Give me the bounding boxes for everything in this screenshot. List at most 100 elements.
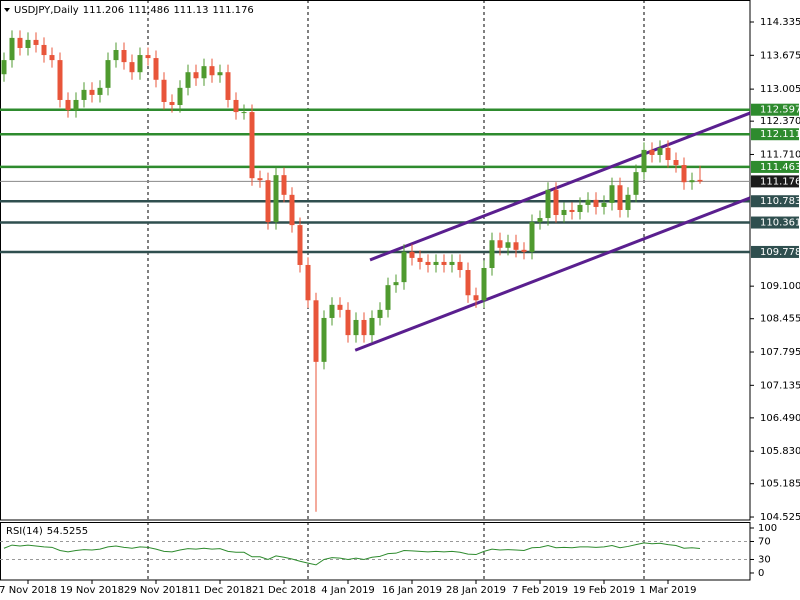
candle-body xyxy=(337,304,343,310)
y-tick-label: 105.185 xyxy=(760,479,800,490)
candle-body xyxy=(641,149,647,173)
candle-body xyxy=(17,37,23,48)
candle-body xyxy=(681,165,687,183)
candle-body xyxy=(585,199,591,205)
candle-body xyxy=(217,72,223,76)
candle-body xyxy=(297,225,303,265)
header: USDJPY,Daily 111.206 111.486 111.13 111.176 xyxy=(14,5,254,16)
main-panel xyxy=(0,0,751,521)
rsi-tick-label: 0 xyxy=(758,568,764,579)
candle-body xyxy=(193,72,199,79)
candle-body xyxy=(537,218,543,223)
x-tick-label: 7 Feb 2019 xyxy=(512,585,568,596)
candle-body xyxy=(529,222,535,252)
candle-body xyxy=(73,99,79,111)
candle-body xyxy=(353,319,359,336)
level-label: 110.783 xyxy=(760,196,800,207)
candle-body xyxy=(33,39,39,45)
y-tick-label: 112.370 xyxy=(760,116,800,127)
candle-body xyxy=(9,37,15,61)
candle-body xyxy=(657,147,663,155)
candle-body xyxy=(289,194,295,226)
candle-body xyxy=(81,89,87,100)
y-tick-label: 109.100 xyxy=(760,281,800,292)
candle-body xyxy=(601,202,607,207)
level-label-box xyxy=(751,216,799,229)
current-price-box xyxy=(751,175,799,188)
candle-body xyxy=(321,317,327,362)
rsi-tick-label: 30 xyxy=(758,554,771,565)
candle-body xyxy=(305,264,311,301)
candle-body xyxy=(121,50,127,63)
candle-body xyxy=(89,89,95,95)
candle-body xyxy=(129,62,135,73)
header-value: 111.13 xyxy=(173,5,208,16)
candle-body xyxy=(633,172,639,195)
level-label-box xyxy=(751,128,799,141)
axes: 114.335 113.675 113.005 112.370 111.710 109.1… xyxy=(0,17,800,596)
candle-body xyxy=(153,58,159,80)
x-tick-label: 21 Dec 2018 xyxy=(252,585,316,596)
candle-body xyxy=(233,99,239,113)
candle-body xyxy=(137,55,143,73)
candle-body xyxy=(489,240,495,268)
candle-body xyxy=(249,112,255,179)
candle-body xyxy=(105,60,111,88)
candle-body xyxy=(409,251,415,258)
candle-body xyxy=(465,270,471,296)
candle-body xyxy=(649,149,655,155)
candle-body xyxy=(425,261,431,265)
candle-body xyxy=(393,282,399,286)
candle-body xyxy=(497,240,503,248)
candle-body xyxy=(201,66,207,79)
y-tick-label: 107.795 xyxy=(760,347,800,358)
candle-body xyxy=(433,261,439,265)
x-tick-label: 16 Jan 2019 xyxy=(382,585,442,596)
y-tick-label: 105.830 xyxy=(760,446,800,457)
channel-line xyxy=(369,111,750,262)
header-value: 111.206 xyxy=(83,5,124,16)
candle-body xyxy=(457,261,463,271)
level-label: 111.463 xyxy=(760,162,800,173)
candle-body xyxy=(41,44,47,56)
candle-body xyxy=(145,55,151,59)
x-tick-label: 1 Mar 2019 xyxy=(639,585,696,596)
level-label-box xyxy=(751,103,799,116)
candle-body xyxy=(209,66,215,76)
candle-body xyxy=(625,194,631,210)
level-label-box xyxy=(751,160,799,173)
y-tick-label: 107.135 xyxy=(760,380,800,391)
header-symbol: USDJPY,Daily xyxy=(14,5,79,16)
x-tick-label: 7 Nov 2018 xyxy=(0,585,57,596)
candle-body xyxy=(441,261,447,265)
candle-body xyxy=(577,204,583,212)
rsi-plot xyxy=(0,522,750,580)
x-tick-label: 19 Nov 2018 xyxy=(60,585,124,596)
candle-body xyxy=(593,199,599,207)
x-tick-label: 19 Feb 2019 xyxy=(573,585,635,596)
x-tick-label: 4 Jan 2019 xyxy=(321,585,375,596)
y-tick-label: 104.525 xyxy=(760,512,800,523)
rsi-tick-label: 100 xyxy=(758,523,777,534)
candle-body xyxy=(273,175,279,223)
candle-body xyxy=(241,112,247,114)
candle-body xyxy=(561,209,567,216)
level-label: 110.361 xyxy=(760,218,800,229)
candle-body xyxy=(481,267,487,301)
level-label-box xyxy=(751,245,799,258)
candle-body xyxy=(505,242,511,248)
level-label: 109.778 xyxy=(760,247,800,258)
candle-body xyxy=(697,179,703,182)
candle-body xyxy=(329,304,335,318)
candle-body xyxy=(65,99,71,111)
candle-body xyxy=(265,180,271,223)
rsi-tick-label: 70 xyxy=(758,536,771,547)
candle-body xyxy=(673,160,679,166)
candle-body xyxy=(449,261,455,265)
y-tick-label: 113.005 xyxy=(760,84,800,95)
candle-body xyxy=(665,147,671,161)
candle-body xyxy=(177,87,183,106)
channel-line xyxy=(354,196,750,352)
candle-body xyxy=(617,185,623,210)
main-plot xyxy=(0,0,750,520)
